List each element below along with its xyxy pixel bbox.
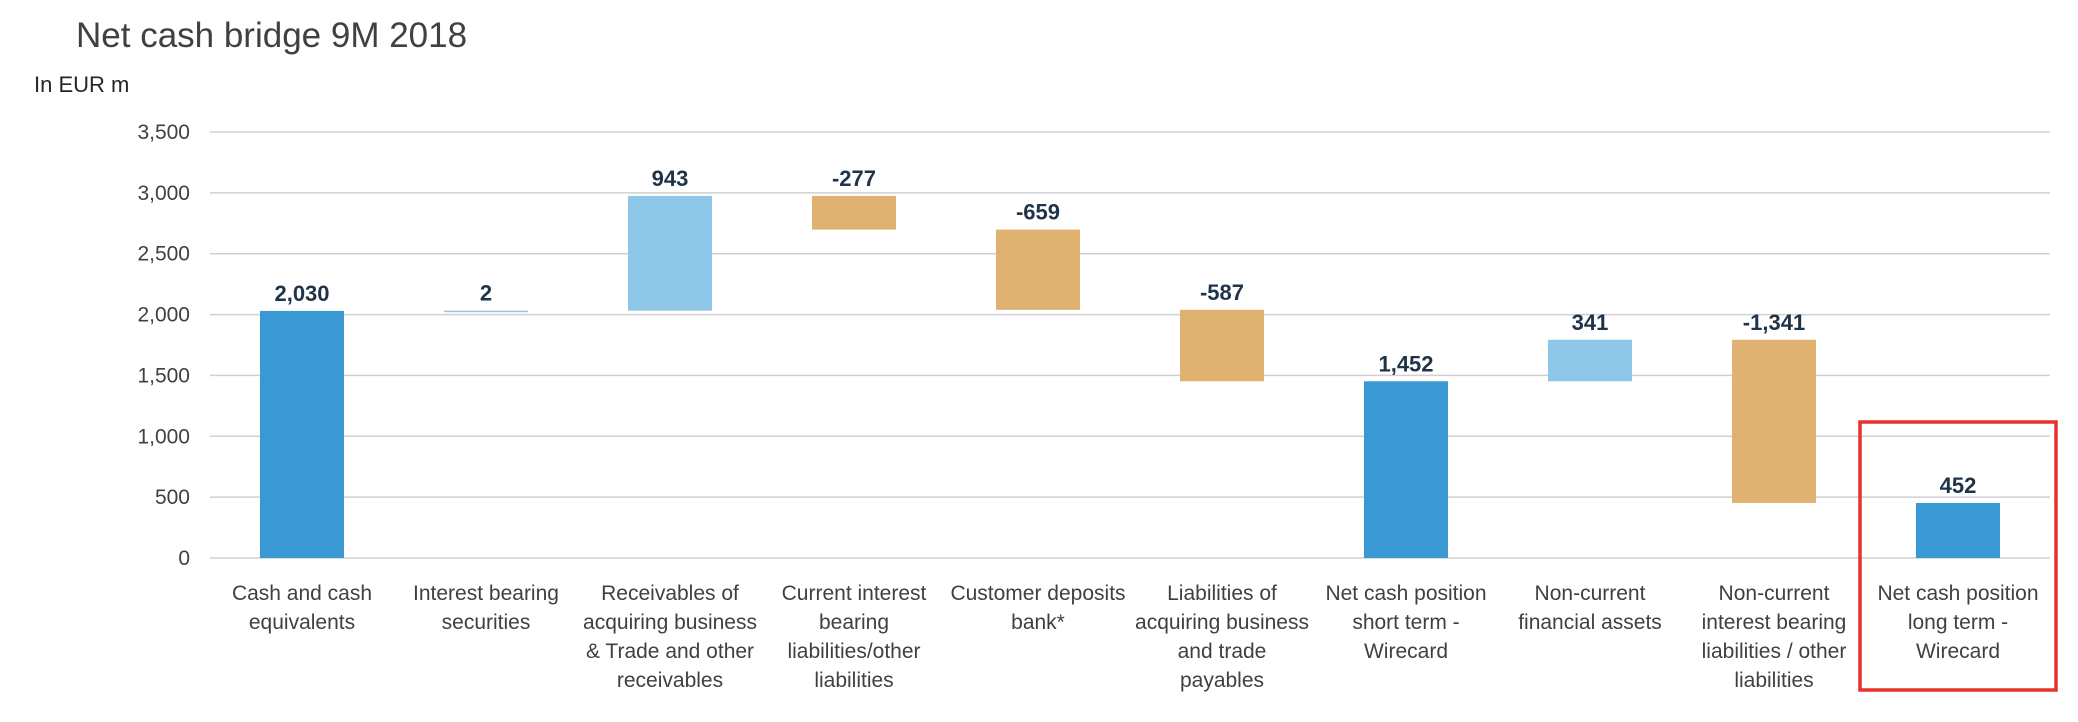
y-tick-label: 1,000 (137, 425, 190, 448)
x-category-line: and trade (1178, 640, 1267, 663)
x-category-line: Current interest (782, 582, 927, 605)
data-label-4: -277 (832, 166, 876, 191)
x-category-line: short term - (1352, 611, 1459, 634)
x-category-line: bearing (819, 611, 889, 634)
x-category-line: interest bearing (1702, 611, 1847, 634)
x-category-line: acquiring business (583, 611, 757, 634)
x-category-line: financial assets (1518, 611, 1662, 634)
data-labels: 2,030 2 943 -277 -659 -587 1,452 341 -1,341 452 (274, 166, 1976, 498)
x-category-line: Receivables of (601, 582, 739, 605)
x-category-line: liabilities (814, 669, 893, 692)
x-category-label-9: Non-current interest bearing liabilities /… (1702, 582, 1847, 692)
data-label-1: 2,030 (274, 281, 329, 306)
y-tick-label: 500 (155, 486, 190, 509)
bar-7 (1364, 381, 1448, 558)
bar-10 (1916, 502, 2000, 558)
x-category-line: Non-current (1719, 582, 1830, 605)
bar-1 (260, 310, 344, 558)
x-category-label-8: Non-current financial assets (1518, 582, 1662, 634)
x-category-label-5: Customer deposits bank* (950, 582, 1125, 634)
x-category-label-4: Current interest bearing liabilities/other… (782, 582, 927, 692)
x-category-label-6: Liabilities of acquiring business and trad… (1135, 582, 1309, 692)
x-category-label-2: Interest bearing securities (413, 582, 559, 634)
y-tick-label: 1,500 (137, 364, 190, 387)
highlight-box (1858, 420, 2058, 692)
x-category-line: Wirecard (1364, 640, 1448, 663)
data-label-10: 452 (1940, 473, 1977, 498)
x-category-line: Liabilities of (1167, 582, 1277, 605)
x-category-line: securities (442, 611, 531, 634)
x-category-line: Customer deposits (950, 582, 1125, 605)
unit-label: In EUR m (34, 72, 130, 97)
x-category-line: Cash and cash (232, 582, 372, 605)
x-category-line: liabilities (1734, 669, 1813, 692)
y-tick-label: 2,000 (137, 304, 190, 327)
highlight-layer (1858, 420, 2058, 692)
x-category-line: liabilities / other (1702, 640, 1847, 663)
x-category-line: equivalents (249, 611, 355, 634)
bar-2 (444, 310, 528, 313)
x-category-line: liabilities/other (787, 640, 920, 663)
y-tick-label: 2,500 (137, 243, 190, 266)
x-category-label-7: Net cash position short term - Wirecard (1325, 582, 1486, 663)
x-category-label-3: Receivables of acquiring business & Trade … (583, 582, 757, 692)
data-label-2: 2 (480, 281, 492, 306)
y-tick-label: 3,500 (137, 121, 190, 144)
x-category-line: payables (1180, 669, 1264, 692)
x-category-line: Interest bearing (413, 582, 559, 605)
bar-4 (812, 195, 896, 230)
x-axis-categories: Cash and cash equivalents Interest bearing… (232, 582, 2039, 692)
bar-8 (1548, 339, 1632, 382)
x-category-line: Non-current (1535, 582, 1646, 605)
x-category-line: long term - (1908, 611, 2008, 634)
data-label-3: 943 (652, 166, 689, 191)
x-category-label-1: Cash and cash equivalents (232, 582, 372, 634)
bar-3 (628, 195, 712, 311)
x-category-line: & Trade and other (586, 640, 754, 663)
data-label-7: 1,452 (1378, 351, 1433, 376)
x-category-line: Wirecard (1916, 640, 2000, 663)
x-category-line: acquiring business (1135, 611, 1309, 634)
y-tick-label: 0 (178, 547, 190, 570)
data-label-5: -659 (1016, 200, 1060, 225)
data-label-9: -1,341 (1743, 310, 1805, 335)
x-category-line: Net cash position (1325, 582, 1486, 605)
data-label-8: 341 (1572, 310, 1609, 335)
data-label-6: -587 (1200, 280, 1244, 305)
x-category-label-10: Net cash position long term - Wirecard (1877, 582, 2038, 663)
y-tick-label: 3,000 (137, 182, 190, 205)
bar-9 (1732, 339, 1816, 503)
chart-title: Net cash bridge 9M 2018 (76, 16, 468, 55)
x-category-line: Net cash position (1877, 582, 2038, 605)
x-category-line: receivables (617, 669, 723, 692)
bar-6 (1180, 309, 1264, 382)
x-category-line: bank* (1011, 611, 1065, 634)
bars (260, 195, 2000, 558)
y-axis-ticks: 0 500 1,000 1,500 2,000 2,500 3,000 3,500 (137, 121, 190, 570)
bar-5 (996, 229, 1080, 310)
